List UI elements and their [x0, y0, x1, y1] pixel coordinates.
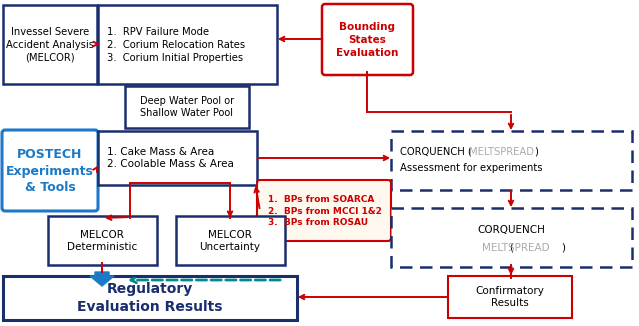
Text: Assessment for experiments: Assessment for experiments [400, 163, 543, 173]
Text: ): ) [534, 147, 538, 157]
Text: 1.  BPs from SOARCA
2.  BPs from MCCI 1&2
3.  BPs from ROSAU: 1. BPs from SOARCA 2. BPs from MCCI 1&2 … [268, 195, 382, 227]
Text: MELCOR
Deterministic: MELCOR Deterministic [67, 230, 137, 252]
Text: Invessel Severe
Accident Analysis
(MELCOR): Invessel Severe Accident Analysis (MELCO… [6, 27, 94, 63]
FancyBboxPatch shape [391, 131, 632, 190]
Text: MELCOR
Uncertainty: MELCOR Uncertainty [199, 230, 261, 252]
Text: Confirmatory
Results: Confirmatory Results [475, 286, 544, 308]
FancyBboxPatch shape [257, 180, 391, 241]
Text: 1. Cake Mass & Area
2. Coolable Mass & Area: 1. Cake Mass & Area 2. Coolable Mass & A… [107, 147, 234, 170]
FancyBboxPatch shape [2, 130, 98, 211]
FancyBboxPatch shape [391, 208, 632, 267]
FancyBboxPatch shape [98, 131, 257, 185]
FancyBboxPatch shape [176, 216, 285, 265]
FancyArrow shape [90, 272, 114, 286]
Text: 1.  RPV Failure Mode
2.  Corium Relocation Rates
3.  Corium Initial Properties: 1. RPV Failure Mode 2. Corium Relocation… [107, 27, 245, 63]
Text: ): ) [561, 243, 565, 253]
FancyBboxPatch shape [48, 216, 157, 265]
Text: CORQUENCH (: CORQUENCH ( [400, 147, 472, 157]
Text: MELTSPREAD: MELTSPREAD [482, 243, 550, 253]
FancyBboxPatch shape [98, 5, 277, 84]
Text: Regulatory
Evaluation Results: Regulatory Evaluation Results [77, 282, 223, 314]
FancyBboxPatch shape [3, 276, 297, 320]
FancyBboxPatch shape [448, 276, 572, 318]
Text: POSTECH
Experiments
& Tools: POSTECH Experiments & Tools [6, 148, 94, 194]
Text: Deep Water Pool or
Shallow Water Pool: Deep Water Pool or Shallow Water Pool [140, 96, 234, 118]
FancyBboxPatch shape [125, 86, 249, 128]
Text: Bounding
States
Evaluation: Bounding States Evaluation [336, 22, 398, 58]
Text: (: ( [509, 243, 513, 253]
Text: CORQUENCH: CORQUENCH [477, 225, 545, 235]
Text: MELTSPREAD: MELTSPREAD [469, 147, 534, 157]
FancyBboxPatch shape [3, 5, 97, 84]
FancyBboxPatch shape [322, 4, 413, 75]
